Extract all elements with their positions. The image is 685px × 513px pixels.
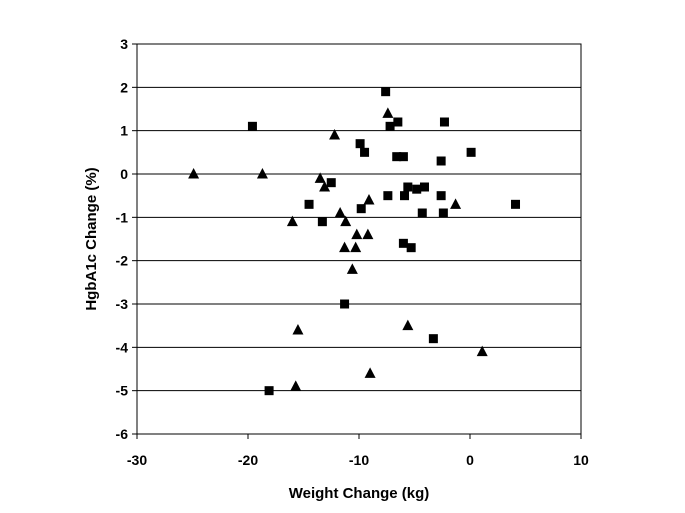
triangle-marker — [188, 168, 200, 179]
x-tick-label: 0 — [466, 452, 474, 468]
square-marker — [436, 191, 446, 201]
square-marker — [412, 184, 422, 194]
y-tick-label: -3 — [116, 296, 129, 312]
square-marker — [403, 182, 413, 192]
square-marker — [381, 87, 391, 97]
y-tick-label: -1 — [116, 209, 129, 225]
x-tick-label: -30 — [127, 452, 147, 468]
x-tick-label: 10 — [573, 452, 589, 468]
triangle-marker — [362, 228, 374, 240]
square-marker — [428, 334, 438, 344]
triangle-marker — [334, 207, 346, 218]
square-marker — [247, 121, 257, 131]
y-tick-label: -6 — [116, 426, 129, 442]
square-marker — [398, 152, 408, 162]
triangle-marker — [290, 380, 302, 391]
square-marker — [264, 386, 274, 396]
x-tick-label: -10 — [349, 452, 369, 468]
triangle-marker — [402, 319, 414, 331]
square-marker — [304, 199, 314, 209]
square-marker — [317, 217, 327, 227]
square-marker — [419, 182, 429, 192]
triangle-marker — [340, 215, 352, 227]
triangle-marker — [450, 198, 462, 209]
x-tick-label: -20 — [238, 452, 258, 468]
x-axis-tick-labels: -30 -20 -10 0 10 — [127, 452, 589, 468]
triangle-marker — [350, 241, 362, 253]
triangle-marker — [364, 367, 376, 378]
square-marker — [398, 238, 408, 248]
triangle-marker — [363, 194, 375, 205]
triangle-marker — [346, 263, 358, 274]
y-axis-title: HgbA1c Change (%) — [83, 167, 100, 310]
square-marker — [326, 178, 336, 188]
square-marker — [511, 199, 521, 209]
y-tick-label: 3 — [120, 36, 128, 52]
x-axis-title: Weight Change (kg) — [289, 485, 430, 502]
x-axis-ticks — [136, 434, 582, 439]
square-marker — [383, 191, 393, 201]
square-marker — [400, 191, 410, 201]
triangle-marker — [476, 345, 488, 357]
y-axis-tick-labels: 3 2 1 0 -1 -2 -3 -4 -5 -6 — [116, 36, 129, 442]
square-marker — [393, 117, 403, 127]
square-marker — [466, 147, 476, 157]
triangle-marker — [256, 168, 268, 179]
triangle-marker — [319, 181, 331, 192]
square-marker — [385, 121, 395, 131]
square-marker — [340, 299, 350, 309]
triangle-marker — [329, 129, 341, 140]
y-tick-label: -4 — [116, 339, 129, 355]
square-marker — [355, 139, 365, 149]
square-marker — [406, 243, 416, 253]
y-tick-label: 0 — [120, 166, 128, 182]
triangle-marker — [286, 215, 298, 227]
square-marker — [392, 152, 402, 162]
triangle-marker — [339, 241, 351, 253]
triangle-marker — [292, 324, 304, 335]
square-marker — [356, 204, 366, 214]
square-marker — [417, 208, 427, 218]
y-tick-label: -2 — [116, 253, 129, 269]
triangle-marker — [314, 172, 326, 183]
square-marker — [439, 117, 449, 127]
y-tick-label: 2 — [120, 79, 128, 95]
square-marker — [438, 208, 448, 218]
y-tick-label: 1 — [120, 123, 128, 139]
square-marker — [360, 147, 370, 157]
square-marker — [436, 156, 446, 166]
y-tick-label: -5 — [116, 383, 129, 399]
data-points — [188, 87, 521, 396]
triangle-marker — [382, 107, 394, 118]
triangle-marker — [351, 228, 363, 240]
